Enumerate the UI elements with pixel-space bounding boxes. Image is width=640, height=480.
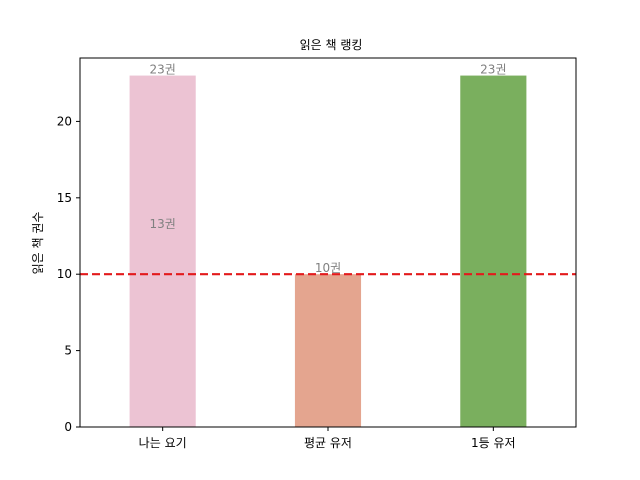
- data-label-1: 10권: [315, 261, 341, 275]
- chart-title: 읽은 책 랭킹: [300, 37, 363, 52]
- y-axis-label: 읽은 책 권수: [30, 212, 45, 275]
- y-tick-label-2: 10: [57, 267, 72, 281]
- bar-2: [460, 75, 527, 427]
- y-tick-label-4: 20: [57, 114, 72, 128]
- annotation-0: 13권: [150, 217, 176, 231]
- bar-1: [294, 274, 362, 427]
- y-tick-label-1: 5: [64, 344, 72, 358]
- x-tick-label-0: 나는 요기: [139, 436, 187, 450]
- bar-0: [129, 75, 196, 427]
- y-tick-label-3: 15: [57, 191, 72, 205]
- data-label-0: 23권: [150, 63, 176, 77]
- y-tick-label-0: 0: [64, 420, 72, 434]
- plot-area: 23권 10권 23권 13권 0 5 10 15 20 나는 요기 평균 유저 1등 유저: [57, 57, 577, 450]
- data-label-2: 23권: [480, 63, 506, 77]
- x-tick-label-1: 평균 유저: [304, 436, 352, 450]
- x-tick-label-2: 1등 유저: [471, 436, 516, 450]
